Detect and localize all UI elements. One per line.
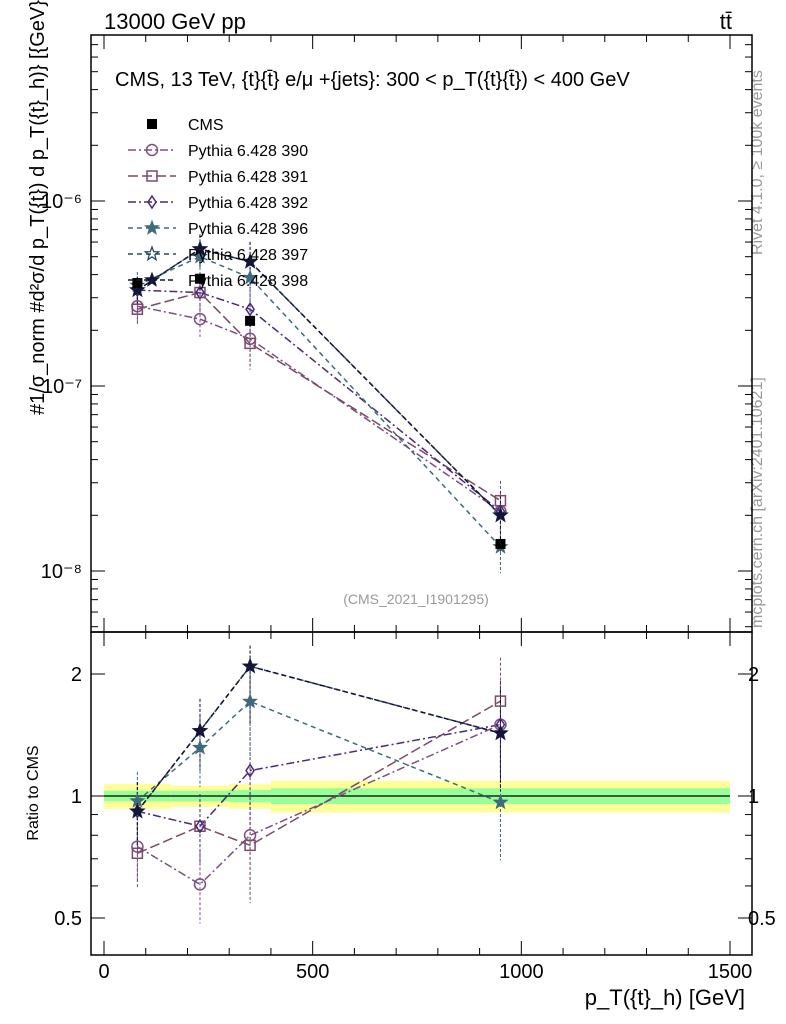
ratio-marker [195, 818, 205, 834]
ratio-tick-label-left: 2 [71, 664, 82, 686]
legend-marker [147, 119, 157, 129]
plot-title: CMS, 13 TeV, {t}{t̄} e/μ +{jets}: 300 < … [115, 69, 630, 91]
legend-label: Pythia 6.428 397 [188, 247, 308, 264]
series-line-2 [137, 289, 501, 512]
cms-data-point [132, 278, 143, 289]
ratio-y-axis-title: Ratio to CMS [25, 745, 42, 840]
legend-marker [147, 194, 157, 210]
legend-marker [143, 219, 161, 235]
legend-marker [143, 245, 161, 262]
x-tick-label: 500 [296, 961, 329, 983]
ratio-marker [492, 724, 509, 741]
ratio-marker [131, 840, 144, 853]
legend-marker [143, 271, 161, 287]
series-marker [191, 248, 208, 264]
ratio-line-0 [137, 723, 501, 886]
ratio-line-2 [137, 723, 501, 828]
main-panel-axes: 10⁻⁸ 10⁻⁷ 10⁻⁶ [41, 35, 752, 632]
ratio-line-5 [136, 665, 501, 812]
series-marker [492, 506, 509, 523]
y-tick-label: 10⁻⁶ [41, 191, 82, 213]
ratio-tick-label-right: 2 [748, 664, 759, 686]
mcplots-label: mcplots.cern.ch [arXiv:2401.10621] [749, 377, 766, 628]
main-panel-markers [128, 240, 509, 554]
series-marker [193, 312, 207, 326]
legend-label: Pythia 6.428 390 [188, 143, 308, 160]
ratio-marker [191, 722, 208, 738]
legend-label: Pythia 6.428 392 [188, 195, 308, 212]
ratio-line-1 [137, 700, 501, 854]
ratio-tick-label-right: 0.5 [748, 908, 776, 930]
ratio-panel-axes: 0.5 0.5 1 1 2 2 0 500 1000 1500 [54, 632, 776, 983]
ratio-marker [245, 763, 255, 778]
legend-marker [145, 143, 159, 157]
ratio-marker [193, 878, 207, 891]
legend-label: CMS [188, 117, 224, 134]
header-right: tt̄ [720, 9, 732, 34]
series-marker [242, 269, 259, 285]
legend-label: Pythia 6.428 391 [188, 169, 308, 186]
x-axis-title: p_T({t}_h) [GeV] [585, 985, 745, 1010]
series-line-3 [137, 255, 502, 548]
x-tick-label: 0 [98, 961, 109, 983]
legend-marker [146, 170, 158, 182]
ratio-panel-bands [104, 780, 730, 813]
series-line-0 [137, 305, 501, 513]
ratio-marker [242, 657, 259, 674]
series-line-1 [137, 291, 501, 502]
legend-label: Pythia 6.428 398 [188, 273, 308, 290]
x-tick-label: 1000 [499, 961, 544, 983]
ratio-marker [131, 847, 144, 860]
rivet-label: Rivet 4.1.0, ≥ 100k events [749, 70, 766, 255]
ratio-tick-label-left: 0.5 [54, 908, 82, 930]
ratio-marker [244, 839, 256, 852]
y-axis-title: #1/σ_norm #d²σ/d p_T({t}) d p_T({t}_h)} … [27, 0, 49, 415]
series-marker [242, 253, 259, 269]
analysis-watermark: (CMS_2021_I1901295) [343, 591, 489, 607]
ratio-tick-label-left: 1 [71, 786, 82, 808]
header-left: 13000 GeV pp [104, 9, 246, 34]
series-marker [131, 303, 144, 315]
legend: CMS Pythia 6.428 390 Pythia 6.428 391 Pythi… [128, 117, 308, 290]
ratio-marker [191, 739, 208, 755]
series-marker [244, 337, 256, 350]
legend-label: Pythia 6.428 396 [188, 221, 308, 238]
series-marker [191, 240, 208, 256]
series-marker [195, 285, 205, 300]
ratio-marker [129, 802, 146, 819]
ratio-panel-markers [128, 657, 509, 891]
cms-data-point [495, 538, 506, 549]
cms-data-point [245, 315, 256, 326]
y-tick-label: 10⁻⁸ [41, 561, 82, 583]
y-tick-label: 10⁻⁷ [42, 376, 82, 398]
main-panel-series [136, 234, 502, 574]
ratio-marker [494, 695, 507, 707]
series-marker [245, 301, 255, 317]
series-line-5 [136, 248, 502, 516]
ratio-plot-frame [90, 631, 753, 956]
ratio-marker [242, 693, 259, 709]
cms-data-point [194, 273, 205, 284]
ratio-marker [492, 793, 509, 810]
x-tick-label: 1500 [708, 961, 753, 983]
ratio-tick-label-right: 1 [748, 786, 759, 808]
